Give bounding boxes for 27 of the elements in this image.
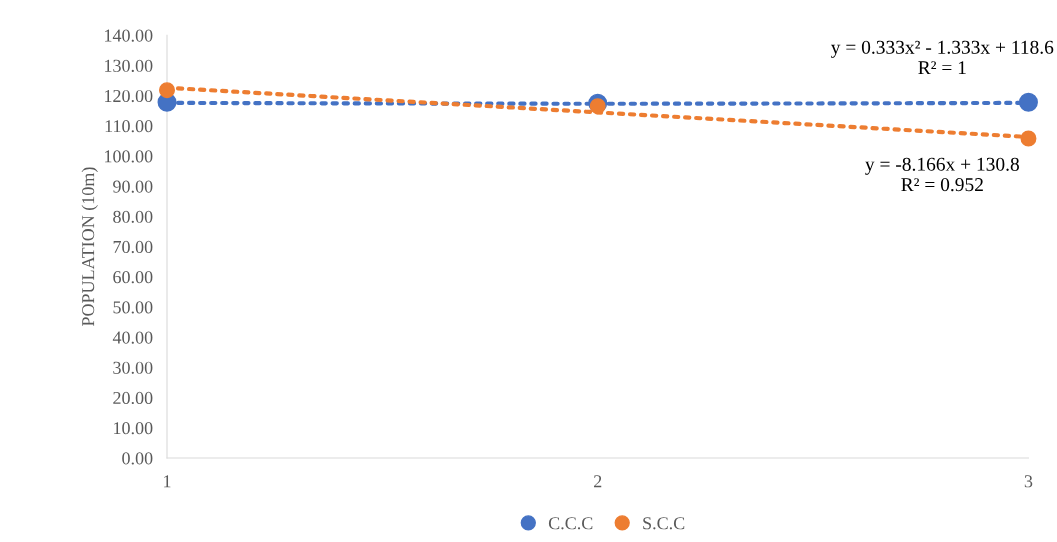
annotation: y = -8.166x + 130.8 R² = 0.952 xyxy=(865,157,1019,192)
point xyxy=(1020,130,1037,147)
y-tick-label: 110.00 xyxy=(105,120,153,133)
legend-label: S.C.C xyxy=(643,517,685,530)
y-tick-label: 0.00 xyxy=(122,452,153,465)
point xyxy=(1018,92,1038,112)
point xyxy=(589,98,606,115)
y-tick-label: 80.00 xyxy=(113,210,153,223)
y-tick-label: 120.00 xyxy=(105,89,153,103)
y-tick-label: 130.00 xyxy=(105,59,153,72)
y-tick-label: 20.00 xyxy=(113,391,153,405)
y-tick-label: 140.00 xyxy=(105,29,153,42)
y-tick-label: 100.00 xyxy=(105,150,153,163)
y-tick-label: 60.00 xyxy=(113,271,153,284)
y-tick-label: 40.00 xyxy=(112,331,153,344)
y-tick-label: 90.00 xyxy=(113,180,153,193)
x-tick-label: 2 xyxy=(594,475,602,488)
point xyxy=(159,82,175,99)
legend-label: C.C.C xyxy=(548,517,593,530)
y-axis-title: POPULATION (10m) xyxy=(81,167,98,327)
x-tick-label: 3 xyxy=(1024,475,1033,488)
x-tick-label: 1 xyxy=(164,475,171,488)
y-tick-label: 70.00 xyxy=(113,240,153,254)
y-tick-label: 50.00 xyxy=(113,301,153,314)
y-tick-label: 30.00 xyxy=(113,361,153,374)
annotation: y = 0.333x² - 1.333x + 118.6 R² = 1 xyxy=(831,40,1054,75)
y-tick-label: 10.00 xyxy=(114,422,153,435)
